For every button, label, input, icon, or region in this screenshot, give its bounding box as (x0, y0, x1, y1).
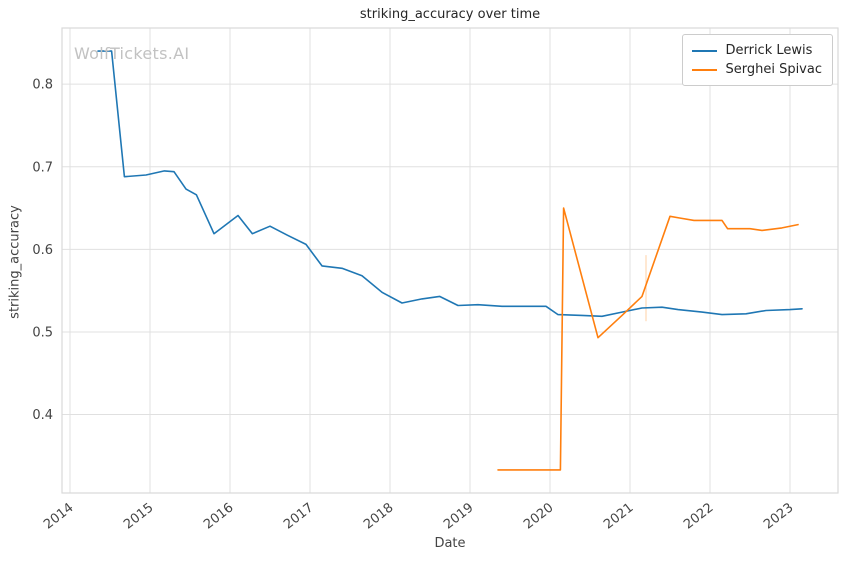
x-tick-label: 2022 (681, 500, 716, 532)
legend-label: Serghei Spivac (725, 62, 822, 77)
legend-line-sample (692, 68, 718, 71)
y-tick-label: 0.4 (32, 408, 53, 423)
plot-border (61, 27, 839, 494)
chart-title: striking_accuracy over time (359, 7, 541, 22)
x-tick-label: 2023 (761, 500, 796, 532)
x-tick-label: 2021 (601, 500, 636, 532)
series-line-serghei-spivac (497, 207, 799, 471)
x-tick-label: 2015 (121, 500, 156, 532)
legend-line-sample (692, 49, 718, 52)
x-tick-label: 2014 (41, 500, 76, 532)
series-line-derrick-lewis (97, 50, 803, 318)
legend-item-serghei-spivac: Serghei Spivac (692, 60, 822, 79)
legend-item-derrick-lewis: Derrick Lewis (692, 41, 822, 60)
watermark: WolfTickets.AI (74, 44, 190, 63)
x-tick-label: 2020 (521, 500, 556, 532)
x-tick-label: 2018 (361, 500, 396, 532)
y-axis-label: striking_accuracy (7, 205, 23, 319)
legend: Derrick Lewis Serghei Spivac (682, 34, 833, 86)
y-tick-label: 0.7 (32, 160, 53, 175)
x-axis-label: Date (434, 536, 466, 551)
x-tick-label: 2016 (201, 500, 236, 532)
x-tick-label: 2019 (441, 500, 476, 532)
legend-label: Derrick Lewis (725, 43, 813, 58)
y-tick-label: 0.8 (32, 78, 53, 93)
y-tick-label: 0.5 (32, 325, 53, 340)
y-tick-label: 0.6 (32, 243, 53, 258)
x-tick-label: 2017 (281, 500, 316, 532)
